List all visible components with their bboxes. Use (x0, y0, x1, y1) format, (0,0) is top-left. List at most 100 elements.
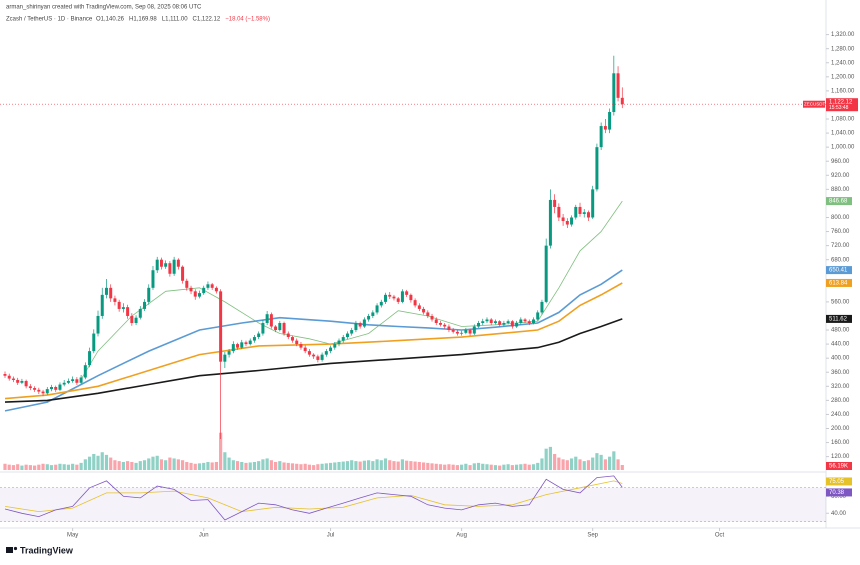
volume-bar (447, 464, 451, 470)
candle-body (134, 317, 138, 323)
candle-body (278, 322, 282, 331)
candle-body (197, 293, 201, 297)
candle-body (92, 333, 96, 352)
candle-body (151, 270, 155, 288)
volume-bar (176, 459, 180, 470)
volume-bar (620, 465, 624, 470)
candle-body (282, 322, 286, 334)
candle-body (438, 322, 442, 325)
moving-average (80, 200, 623, 380)
volume-bar (286, 462, 290, 470)
volume-bar (468, 465, 472, 470)
volume-bar (400, 459, 405, 470)
candle-body (138, 308, 142, 318)
candle-body (248, 340, 252, 345)
candle-body (510, 321, 514, 327)
volume-bar (443, 464, 447, 470)
candle-body (413, 300, 417, 306)
symbol-tag-bg (803, 100, 825, 108)
volume-bar (252, 462, 257, 470)
candle-body (257, 333, 261, 338)
volume-bar (502, 464, 506, 470)
volume-bar (168, 457, 172, 470)
value-badge-label: 613.84 (829, 281, 848, 287)
symbol-tag: ZECUSDT (804, 101, 826, 106)
candle-body (620, 97, 624, 105)
brand-name: TradingView (20, 545, 74, 555)
candle-body (574, 206, 578, 218)
candle-body (185, 280, 189, 288)
candle-body (189, 287, 193, 292)
volume-bar (295, 463, 299, 470)
volume-bar (121, 462, 125, 470)
candle-body (58, 384, 62, 390)
volume-bar (421, 462, 426, 470)
volume-bar (345, 461, 350, 470)
candle-body (375, 305, 379, 313)
volume-bar (379, 460, 383, 470)
volume-bar (472, 463, 476, 470)
value-badge (826, 477, 852, 486)
volume-bar (510, 465, 514, 470)
volume-bar (290, 463, 295, 470)
candle-body (219, 291, 223, 362)
candle-body (66, 381, 70, 383)
volume-bar (282, 462, 286, 470)
candle-body (274, 326, 278, 331)
volume-bar (514, 464, 519, 470)
volume-bar (155, 455, 159, 470)
candle-body (417, 305, 421, 309)
volume-bar (303, 463, 307, 470)
brand-logo (6, 547, 13, 553)
candle-body (367, 315, 371, 320)
candle-body (443, 324, 447, 327)
candle-body (540, 301, 544, 313)
volume-bar (189, 462, 193, 470)
x-tick-label: Oct (715, 533, 725, 539)
y-tick-label: 560.00 (831, 299, 850, 305)
volume-bar (66, 464, 71, 470)
rsi-tick-label: 60.00 (831, 494, 847, 500)
candle-body (143, 301, 147, 309)
value-badge (826, 462, 852, 470)
volume-bar (32, 465, 37, 470)
candle-body (269, 314, 273, 327)
volume-bar (54, 464, 58, 470)
y-tick-label: 1,240.00 (831, 60, 855, 66)
candle-body (164, 263, 168, 267)
candle-body (523, 319, 527, 322)
volume-bar (396, 461, 400, 470)
brand-logo-dot (13, 546, 18, 551)
candle-body (345, 333, 349, 338)
volume-bar (71, 463, 75, 470)
y-tick-label: 1,320.00 (831, 32, 855, 38)
candle-body (502, 322, 506, 325)
volume-bar (193, 463, 197, 470)
volume-bar (324, 463, 328, 470)
volume-bar (126, 461, 130, 470)
y-tick-label: 680.00 (831, 257, 850, 263)
brand: TradingView (6, 545, 74, 555)
y-tick-label: 760.00 (831, 229, 850, 235)
volume-bar (586, 460, 591, 470)
candle-body (202, 287, 206, 294)
candle-body (426, 312, 430, 316)
candle-body (498, 321, 502, 325)
y-tick-label: 800.00 (831, 215, 850, 221)
moving-average (4, 282, 623, 400)
ohlc-value: H1,169.98 (129, 17, 157, 23)
candle-body (557, 206, 561, 218)
candle-body (54, 387, 58, 390)
volume-bar (257, 461, 261, 470)
volume-bar (20, 465, 24, 470)
volume-bar (151, 456, 155, 470)
ohlc-value: −18.04 (−1.58%) (225, 17, 270, 23)
candle-body (236, 344, 240, 348)
volume-bar (219, 432, 223, 470)
volume-bar (240, 462, 244, 470)
candle-body (460, 332, 464, 334)
volume-bar (460, 464, 464, 470)
volume-bar (375, 459, 379, 470)
volume-bar (616, 459, 620, 470)
x-tick-label: Jul (327, 533, 335, 539)
